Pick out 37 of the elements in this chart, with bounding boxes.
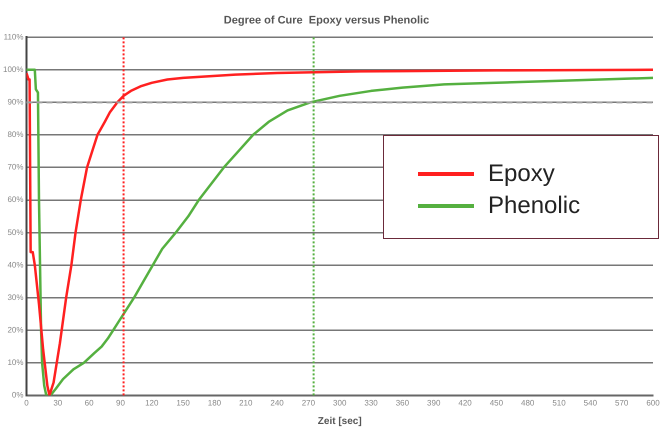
y-tick-label: 40% bbox=[7, 260, 24, 270]
x-tick-label: 180 bbox=[208, 398, 222, 408]
x-tick-label: 480 bbox=[521, 398, 535, 408]
y-tick-label: 110% bbox=[4, 32, 24, 42]
x-tick-label: 300 bbox=[333, 398, 347, 408]
y-tick-label: 10% bbox=[7, 358, 24, 368]
x-axis-title: Zeit [sec] bbox=[318, 416, 362, 427]
legend-label: Phenolic bbox=[488, 192, 580, 220]
x-tick-label: 270 bbox=[302, 398, 316, 408]
x-tick-label: 600 bbox=[646, 398, 660, 408]
x-tick-label: 30 bbox=[53, 398, 63, 408]
x-tick-label: 390 bbox=[427, 398, 441, 408]
legend-label: Epoxy bbox=[488, 160, 555, 188]
x-tick-label: 360 bbox=[396, 398, 410, 408]
chart-title: Degree of Cure Epoxy versus Phenolic bbox=[224, 14, 430, 27]
y-tick-label: 80% bbox=[7, 130, 24, 140]
x-tick-label: 420 bbox=[458, 398, 472, 408]
y-tick-label: 90% bbox=[7, 98, 24, 107]
y-tick-label: 20% bbox=[7, 325, 24, 334]
y-tick-label: 100% bbox=[2, 64, 24, 74]
y-tick-label: 30% bbox=[7, 292, 24, 302]
y-tick-label: 50% bbox=[7, 228, 24, 237]
x-tick-label: 450 bbox=[490, 398, 504, 408]
x-tick-label: 540 bbox=[584, 398, 598, 408]
x-tick-label: 330 bbox=[364, 398, 378, 408]
x-tick-label: 570 bbox=[614, 398, 629, 408]
x-tick-label: 0 bbox=[24, 398, 30, 408]
x-tick-label: 90 bbox=[116, 398, 126, 408]
x-tick-label: 60 bbox=[84, 398, 94, 408]
y-tick-label: 0% bbox=[12, 390, 24, 400]
x-tick-label: 210 bbox=[239, 398, 253, 408]
x-tick-label: 120 bbox=[145, 398, 159, 408]
y-tick-label: 60% bbox=[7, 195, 24, 204]
x-tick-label: 510 bbox=[552, 398, 566, 408]
y-tick-label: 70% bbox=[7, 162, 24, 172]
x-tick-label: 240 bbox=[270, 398, 284, 408]
x-tick-label: 150 bbox=[176, 398, 190, 408]
